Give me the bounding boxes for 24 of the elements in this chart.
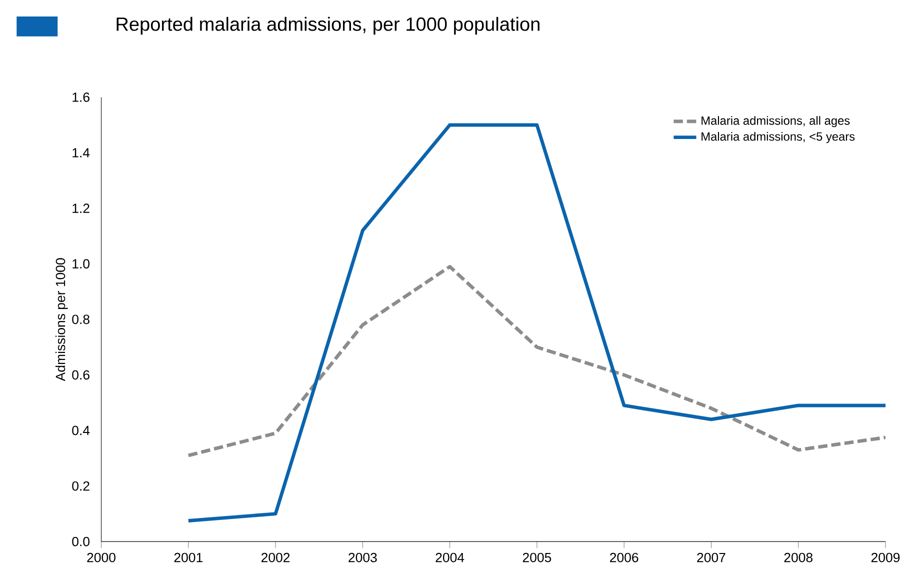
line-series (186, 264, 886, 458)
legend-label: Malaria admissions, all ages (702, 116, 850, 128)
x-tick-label: 2003 (348, 552, 377, 562)
x-tick-label: 2006 (610, 552, 638, 562)
y-tick-label: 0.0 (72, 536, 90, 546)
y-tick-label: 1.0 (72, 259, 90, 268)
y-tick-label: 1.6 (72, 92, 90, 102)
y-axis-title: Admissions per 1000 (55, 258, 68, 381)
y-tick-label: 0.8 (72, 314, 90, 324)
chart-title: Reported malaria admissions, per 1000 population (116, 16, 540, 35)
x-tick-label: 2007 (697, 552, 726, 562)
x-tick-label: 2008 (784, 552, 812, 562)
x-tick-label: 2009 (871, 552, 900, 562)
x-tick-label: 2004 (436, 552, 464, 562)
y-tick-label: 1.2 (72, 204, 90, 213)
x-tick-label: 2001 (174, 552, 202, 562)
legend-label: Malaria admissions, <5 years (702, 132, 855, 143)
x-tick-label: 2002 (261, 552, 290, 562)
y-tick-label: 1.4 (72, 148, 90, 158)
y-tick-label: 0.6 (72, 370, 90, 380)
x-tick-label: 2005 (522, 552, 552, 562)
x-tick-label: 2000 (87, 552, 116, 562)
y-tick-label: 0.2 (72, 481, 90, 491)
y-tick-label: 0.4 (72, 426, 90, 436)
